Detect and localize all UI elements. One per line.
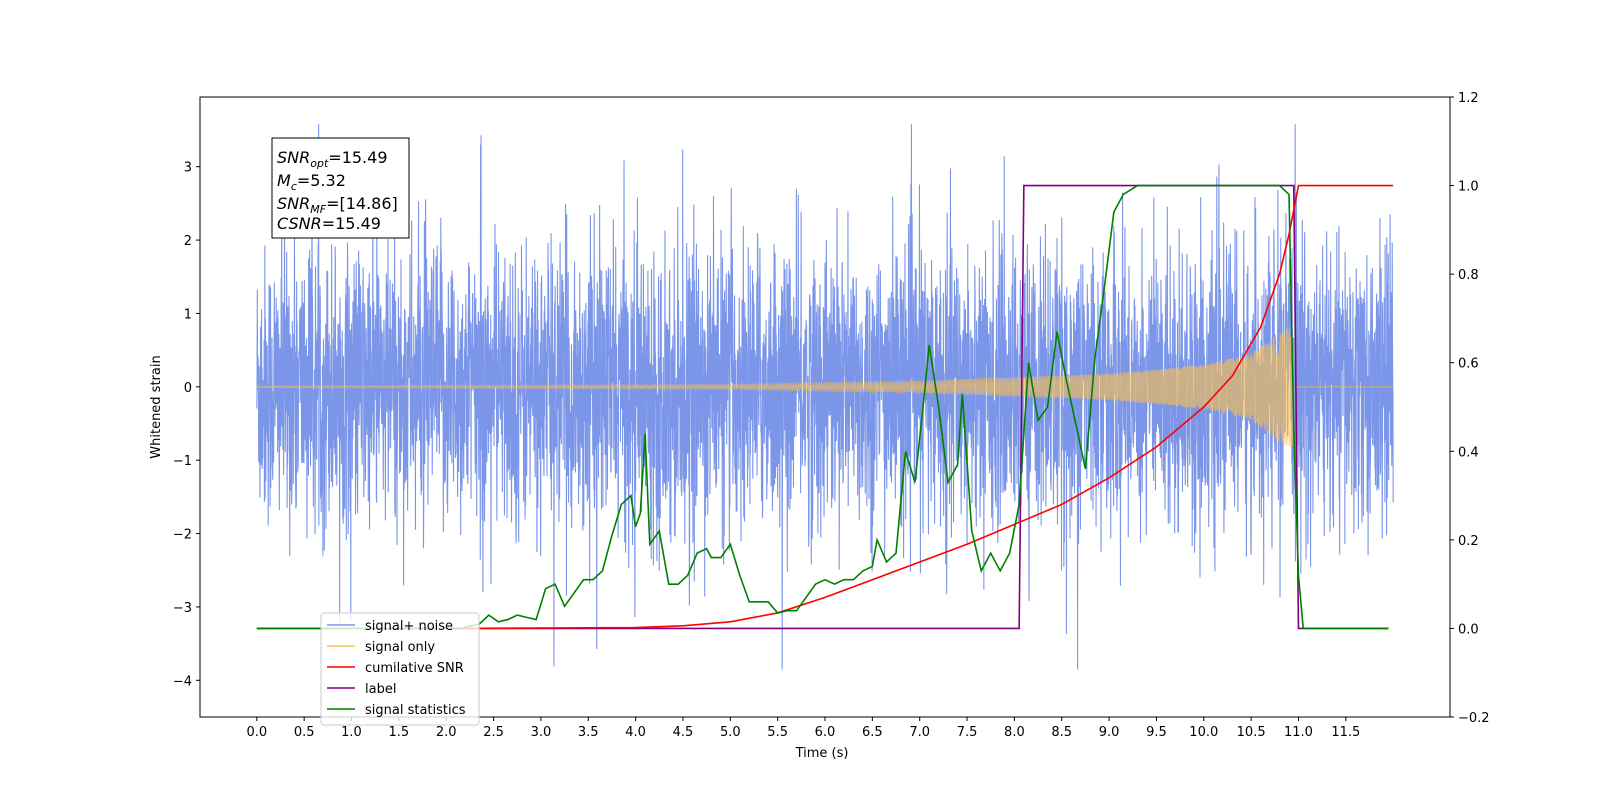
- y2-tick-label: 0.2: [1458, 534, 1479, 549]
- y2-tick-label: 0.0: [1458, 622, 1479, 637]
- annotation-snr-mf-main: SNR: [277, 194, 310, 213]
- annotation-mc-value: =5.32: [297, 171, 346, 190]
- y2-tick-label: 1.2: [1458, 91, 1479, 106]
- y-axis-label: Whitened strain: [149, 355, 164, 458]
- x-tick-label: 9.0: [1099, 725, 1120, 740]
- annotation-snr-opt-value: =15.49: [328, 148, 387, 167]
- y2-tick-label: 1.0: [1458, 180, 1479, 195]
- x-tick-label: 7.0: [909, 725, 930, 740]
- x-axis-label: Time (s): [795, 746, 849, 761]
- x-tick-label: 11.5: [1331, 725, 1360, 740]
- legend-label-signal-only: signal only: [365, 640, 435, 655]
- annotation-snr-mf: SNRMF=[14.86]: [277, 194, 398, 216]
- annotation-snr-mf-value: =[14.86]: [326, 194, 398, 213]
- cumulative-snr-trace: [446, 184, 1394, 630]
- x-tick-label: 8.5: [1051, 725, 1072, 740]
- x-tick-label: 4.5: [673, 725, 694, 740]
- annotation-mc-sub: c: [291, 180, 297, 193]
- y-tick-label: −2: [173, 528, 192, 543]
- x-tick-label: 5.0: [720, 725, 741, 740]
- y-tick-label: −4: [173, 674, 192, 689]
- legend-label-cumulative-snr: cumilative SNR: [365, 661, 464, 676]
- y-tick-label: 1: [184, 307, 192, 322]
- annotation-snr-opt-main: SNR: [277, 148, 310, 167]
- annotation-snr-opt: SNRopt=15.49: [277, 148, 388, 170]
- x-tick-label: 6.0: [815, 725, 836, 740]
- legend-label-signal-noise: signal+ noise: [365, 619, 453, 634]
- x-axis-ticks: 0.0 0.5 1.0 1.5 2.0 2.5 3.0 3.5 4.0 4.5 5.0 5.5 6.0 6…: [246, 717, 1360, 740]
- y-tick-label: −3: [173, 601, 192, 616]
- x-tick-label: 3.5: [578, 725, 599, 740]
- x-tick-label: 7.5: [957, 725, 978, 740]
- x-tick-label: 11.0: [1284, 725, 1313, 740]
- series-layer: [256, 124, 1394, 670]
- x-tick-label: 2.5: [483, 725, 504, 740]
- y-tick-label: 0: [184, 381, 192, 396]
- x-tick-label: 9.5: [1146, 725, 1167, 740]
- annotation-csnr-value: =15.49: [322, 214, 381, 233]
- x-tick-label: 1.0: [341, 725, 362, 740]
- legend-label-label: label: [365, 682, 396, 697]
- annotation-csnr-main: CSNR: [277, 214, 322, 233]
- x-tick-label: 6.5: [862, 725, 883, 740]
- legend: signal+ noise signal only cumilative SNR…: [320, 612, 480, 726]
- x-tick-label: 3.0: [531, 725, 552, 740]
- annotation-csnr: CSNR=15.49: [277, 214, 381, 233]
- x-tick-label: 1.5: [389, 725, 410, 740]
- annotation-box: SNRopt=15.49 Mc=5.32 SNRMF=[14.86] CSNR=…: [271, 137, 410, 239]
- y2-tick-label: 0.6: [1458, 357, 1479, 372]
- x-tick-label: 5.5: [767, 725, 788, 740]
- annotation-frame: [271, 137, 410, 239]
- signal-only-trace: [256, 327, 1394, 448]
- x-tick-label: 2.0: [436, 725, 457, 740]
- y2-axis-ticks: −0.2 0.0 0.2 0.4 0.6 0.8 1.0 1.2: [1450, 91, 1490, 726]
- y2-tick-label: 0.8: [1458, 268, 1479, 283]
- annotation-snr-mf-sub: MF: [310, 203, 326, 216]
- y2-tick-label: −0.2: [1458, 711, 1490, 726]
- x-tick-label: 0.5: [294, 725, 315, 740]
- y2-tick-label: 0.4: [1458, 445, 1479, 460]
- legend-label-signal-statistics: signal statistics: [365, 703, 466, 718]
- x-tick-label: 10.5: [1237, 725, 1266, 740]
- legend-frame: [320, 612, 480, 726]
- annotation-mc-main: M: [277, 171, 291, 190]
- y-axis-ticks: −4 −3 −2 −1 0 1 2 3: [173, 161, 200, 689]
- x-tick-label: 4.0: [625, 725, 646, 740]
- y-tick-label: −1: [173, 454, 192, 469]
- annotation-snr-opt-sub: opt: [310, 157, 329, 170]
- x-tick-label: 10.0: [1189, 725, 1218, 740]
- annotation-mc: Mc=5.32: [277, 171, 346, 193]
- y-tick-label: 2: [184, 234, 192, 249]
- signal-statistics-trace: [256, 184, 1389, 630]
- x-tick-label: 0.0: [246, 725, 267, 740]
- x-tick-label: 8.0: [1004, 725, 1025, 740]
- y-tick-label: 3: [184, 161, 192, 176]
